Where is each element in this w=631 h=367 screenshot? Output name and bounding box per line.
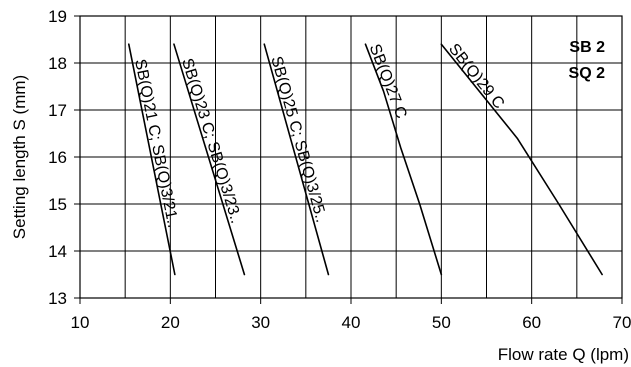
model-label-sb2: SB 2 — [569, 39, 605, 56]
series-line — [127, 43, 176, 276]
series-group — [127, 43, 603, 276]
series-line — [263, 43, 330, 276]
series-label: SB(Q)27 C — [366, 42, 410, 121]
y-tick-label: 15 — [48, 195, 67, 214]
x-axis-title: Flow rate Q (lpm) — [498, 345, 629, 364]
y-axis-title: Setting length S (mm) — [10, 75, 29, 239]
y-tick-label: 14 — [48, 242, 67, 261]
y-tick-label: 18 — [48, 54, 67, 73]
x-tick-label: 30 — [251, 313, 270, 332]
series-label: SB(Q)29 C — [445, 41, 507, 113]
y-tick-label: 13 — [48, 289, 67, 308]
curve-labels: SB(Q)21 C; SB(Q)3/21..SB(Q)23 C; SB(Q)3/… — [131, 41, 507, 230]
model-label-sq2: SQ 2 — [569, 65, 606, 82]
y-tick-label: 19 — [48, 7, 67, 26]
x-axis: 10 20 30 40 50 60 70 — [71, 298, 631, 332]
series-label: SB(Q)25 C; SB(Q)3/25.. — [267, 55, 329, 225]
x-tick-label: 70 — [613, 313, 631, 332]
series-line — [364, 43, 443, 276]
y-tick-label: 16 — [48, 148, 67, 167]
x-tick-label: 20 — [161, 313, 180, 332]
x-tick-label: 10 — [71, 313, 90, 332]
series-line — [440, 43, 603, 276]
series-label: SB(Q)23 C; SB(Q)3/23.. — [178, 56, 244, 225]
x-tick-label: 40 — [342, 313, 361, 332]
x-tick-label: 60 — [522, 313, 541, 332]
y-axis: 13 14 15 16 17 18 19 — [48, 7, 80, 308]
series-line — [173, 43, 246, 276]
x-tick-label: 50 — [432, 313, 451, 332]
y-tick-label: 17 — [48, 101, 67, 120]
